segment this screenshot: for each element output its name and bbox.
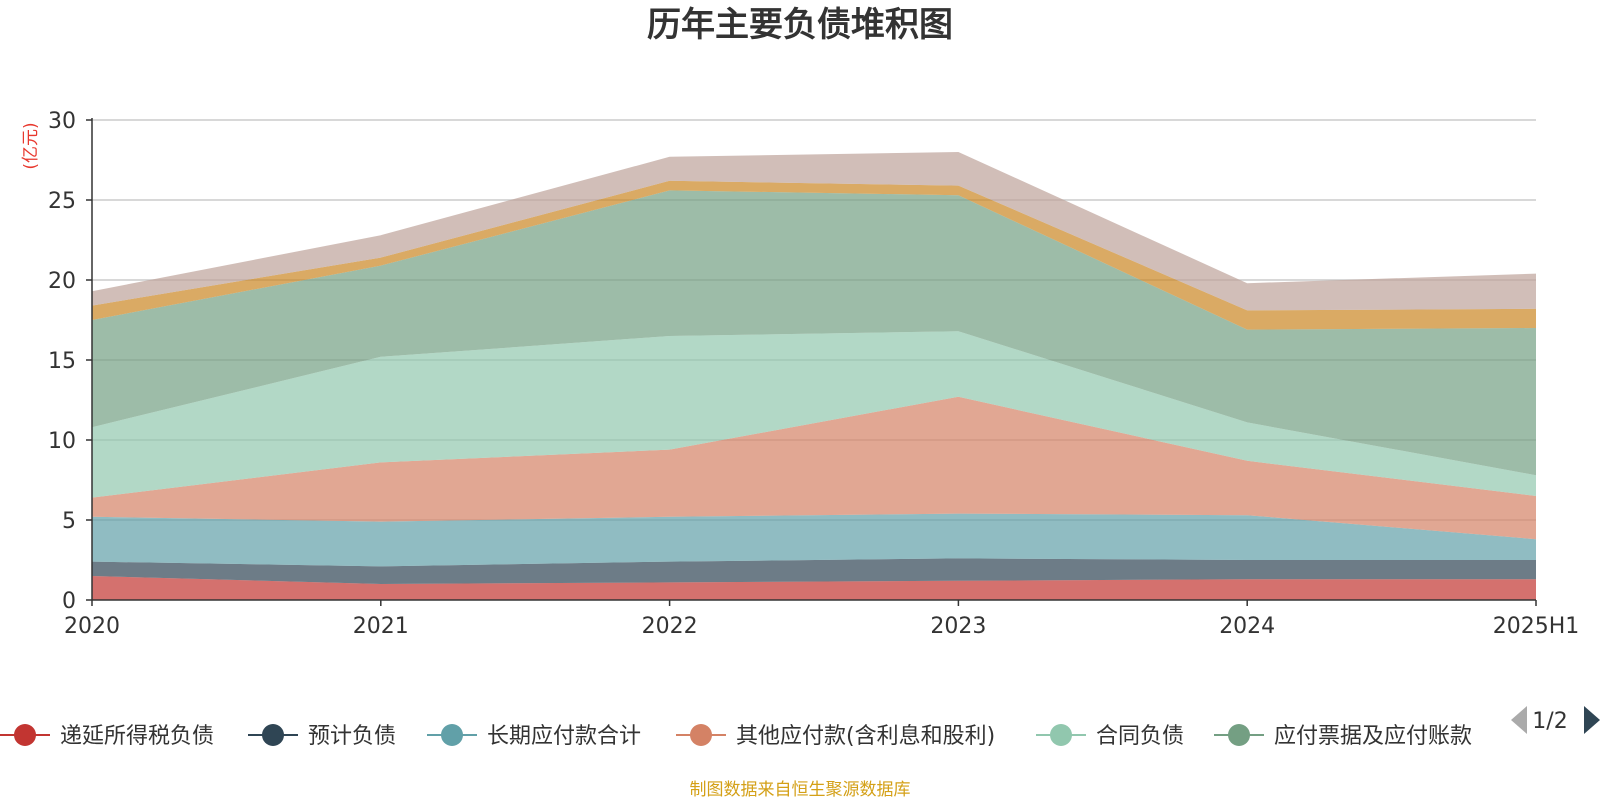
area-series-2: [92, 558, 1536, 584]
legend-pager: 1/2: [1511, 706, 1600, 734]
y-tick-label: 0: [62, 589, 76, 614]
legend-label: 其他应付款(含利息和股利): [736, 724, 995, 749]
legend-prev-page-icon[interactable]: [1511, 706, 1527, 734]
legend-circle-icon: [1228, 724, 1250, 746]
x-tick-label: 2025H1: [1493, 614, 1580, 639]
legend-circle-icon: [1050, 724, 1072, 746]
area-series-3: [92, 513, 1536, 567]
y-axis-unit: (亿元): [21, 122, 41, 169]
x-tick-label: 2020: [64, 614, 120, 639]
area-series-8: [92, 152, 1536, 311]
legend-label: 应付票据及应付账款: [1274, 724, 1472, 749]
legend-page-indicator: 1/2: [1532, 709, 1567, 734]
legend-label: 合同负债: [1096, 724, 1184, 749]
legend-item-3[interactable]: 长期应付款合计: [427, 724, 641, 749]
area-series: [92, 152, 1536, 600]
legend-item-2[interactable]: 预计负债: [248, 724, 396, 749]
legend-label: 长期应付款合计: [487, 724, 641, 749]
y-tick-label: 15: [48, 349, 76, 374]
axes: [86, 118, 1536, 601]
area-series-4: [92, 396, 1536, 540]
source-note: 制图数据来自恒生聚源数据库: [690, 780, 911, 800]
legend-circle-icon: [690, 724, 712, 746]
y-tick-label: 30: [48, 109, 76, 134]
x-tick-label: 2024: [1219, 614, 1275, 639]
area-series-6: [92, 190, 1536, 476]
legend-circle-icon: [14, 724, 36, 746]
y-tick-labels: 0 5 10 15 20 25 30: [48, 109, 76, 614]
x-tick-label: 2022: [642, 614, 698, 639]
legend-item-4[interactable]: 其他应付款(含利息和股利): [676, 724, 995, 749]
x-tick-labels: 2020 2021 2022 2023 2024 2025H1: [64, 600, 1579, 639]
x-tick-label: 2021: [353, 614, 409, 639]
legend-circle-icon: [262, 724, 284, 746]
area-series-1: [92, 576, 1536, 600]
x-tick-label: 2023: [930, 614, 986, 639]
legend-label: 递延所得税负债: [60, 724, 214, 749]
legend-label: 预计负债: [308, 724, 396, 749]
legend-item-6[interactable]: 应付票据及应付账款: [1214, 724, 1472, 749]
legend-circle-icon: [441, 724, 463, 746]
legend: 递延所得税负债 预计负债 长期应付款合计 其他应付款(含利息和股利) 合同负债 应付票据及…: [0, 724, 1472, 749]
y-tick-label: 25: [48, 189, 76, 214]
legend-item-5[interactable]: 合同负债: [1036, 724, 1184, 749]
area-series-7: [92, 180, 1536, 330]
legend-item-1[interactable]: 递延所得税负债: [0, 724, 214, 749]
y-tick-label: 5: [62, 509, 76, 534]
chart-title: 历年主要负债堆积图: [647, 5, 953, 45]
area-series-5: [92, 331, 1536, 498]
y-tick-label: 20: [48, 269, 76, 294]
legend-next-page-icon[interactable]: [1584, 706, 1600, 734]
y-tick-label: 10: [48, 429, 76, 454]
